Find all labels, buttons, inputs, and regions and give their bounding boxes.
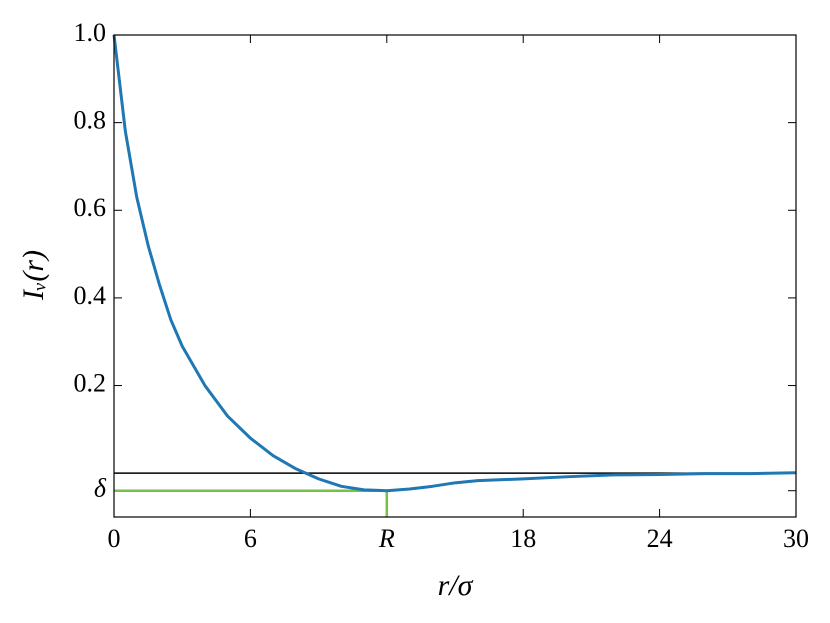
y-tick-label: 0.4 (74, 281, 107, 310)
x-tick-label: R (378, 524, 395, 553)
data-line (112, 34, 797, 493)
x-tick-label: 18 (510, 524, 536, 553)
y-axis-label: Iᵥ(r) (17, 250, 50, 301)
x-tick-label: 30 (783, 524, 809, 553)
y-tick-label: 1.0 (74, 18, 107, 47)
x-tick-label: 0 (108, 524, 121, 553)
y-tick-label: 0.2 (74, 369, 107, 398)
x-tick-label: 6 (244, 524, 257, 553)
x-axis-label: r/σ (438, 569, 474, 602)
y-tick-label: 0.8 (74, 106, 107, 135)
y-tick-label: δ (94, 474, 107, 503)
y-tick-label: 0.6 (74, 193, 107, 222)
plot-frame (113, 34, 797, 518)
x-tick-label: 24 (647, 524, 673, 553)
